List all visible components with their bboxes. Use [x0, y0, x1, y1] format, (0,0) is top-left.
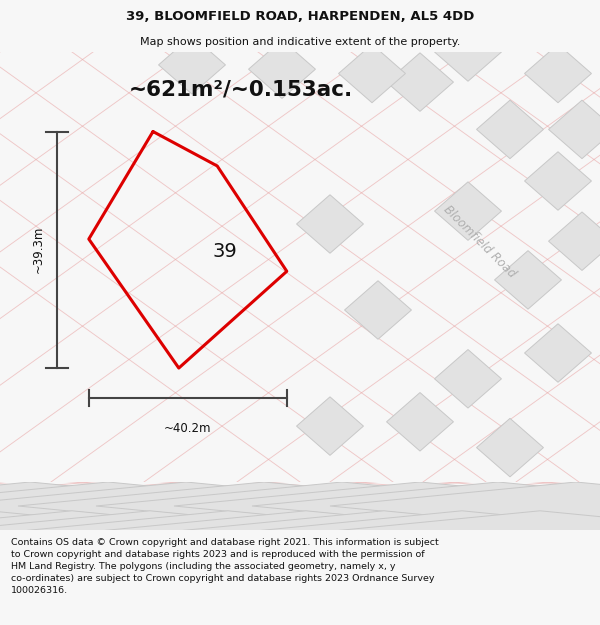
- Polygon shape: [294, 511, 600, 559]
- Polygon shape: [18, 482, 510, 530]
- Polygon shape: [0, 511, 474, 559]
- Polygon shape: [96, 482, 588, 530]
- Polygon shape: [344, 281, 412, 339]
- Polygon shape: [252, 482, 600, 530]
- Polygon shape: [548, 100, 600, 159]
- Polygon shape: [330, 482, 600, 530]
- Polygon shape: [524, 152, 592, 210]
- Polygon shape: [476, 100, 544, 159]
- Polygon shape: [386, 53, 454, 111]
- Polygon shape: [0, 511, 318, 559]
- Polygon shape: [60, 511, 552, 559]
- Polygon shape: [476, 418, 544, 477]
- Polygon shape: [0, 482, 432, 530]
- Polygon shape: [524, 324, 592, 382]
- Polygon shape: [248, 40, 316, 99]
- Polygon shape: [548, 212, 600, 271]
- Polygon shape: [296, 397, 364, 456]
- Polygon shape: [216, 511, 600, 559]
- Polygon shape: [434, 22, 502, 81]
- Text: Bloomfield Road: Bloomfield Road: [441, 202, 519, 280]
- Polygon shape: [0, 482, 276, 530]
- Polygon shape: [386, 392, 454, 451]
- Text: ~621m²/~0.153ac.: ~621m²/~0.153ac.: [129, 80, 353, 100]
- Polygon shape: [0, 482, 354, 530]
- Polygon shape: [434, 182, 502, 241]
- Polygon shape: [158, 36, 226, 94]
- Polygon shape: [296, 195, 364, 253]
- Polygon shape: [524, 44, 592, 102]
- Text: Contains OS data © Crown copyright and database right 2021. This information is : Contains OS data © Crown copyright and d…: [11, 538, 439, 595]
- Text: 39, BLOOMFIELD ROAD, HARPENDEN, AL5 4DD: 39, BLOOMFIELD ROAD, HARPENDEN, AL5 4DD: [126, 11, 474, 23]
- Polygon shape: [138, 511, 600, 559]
- Polygon shape: [338, 44, 406, 102]
- Polygon shape: [0, 511, 396, 559]
- Text: ~40.2m: ~40.2m: [164, 422, 212, 435]
- Text: ~39.3m: ~39.3m: [31, 226, 44, 274]
- Text: 39: 39: [212, 242, 238, 261]
- Polygon shape: [174, 482, 600, 530]
- Polygon shape: [494, 251, 562, 309]
- Text: Map shows position and indicative extent of the property.: Map shows position and indicative extent…: [140, 38, 460, 48]
- Polygon shape: [434, 349, 502, 408]
